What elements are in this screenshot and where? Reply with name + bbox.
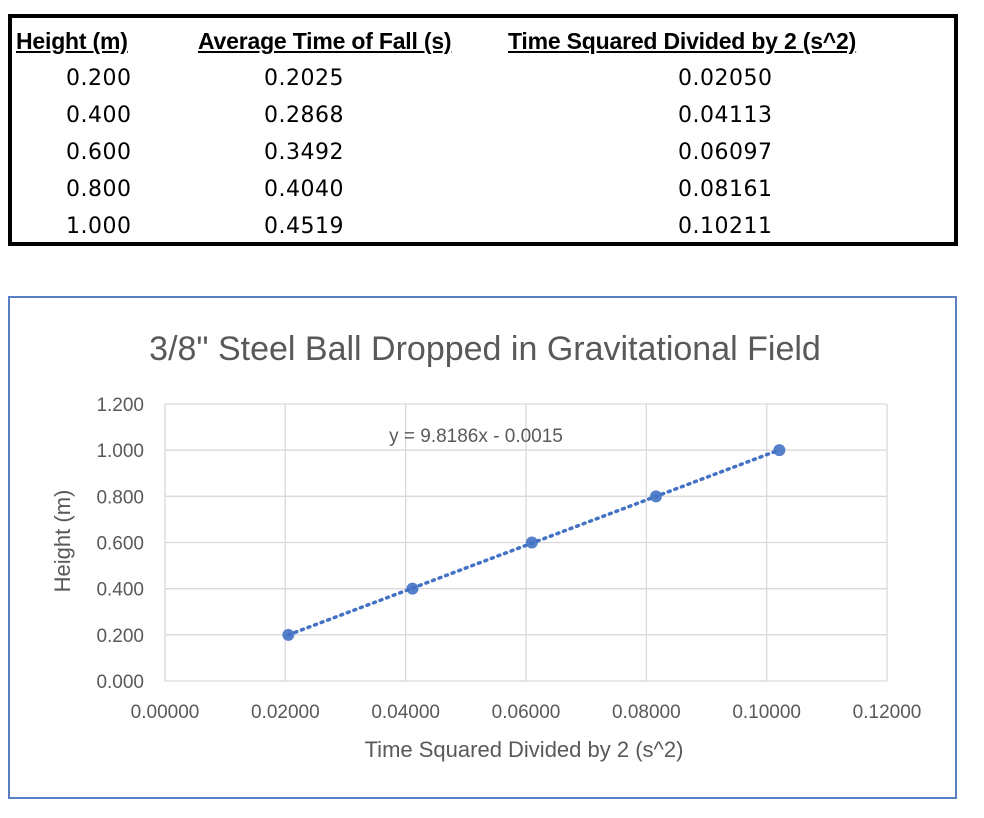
cell-avg-time: 0.4519 (264, 214, 344, 239)
y-axis-label: Height (m) (50, 490, 75, 593)
cell-height: 0.600 (66, 140, 132, 165)
data-point (406, 582, 419, 595)
cell-height: 0.400 (66, 103, 132, 128)
y-tick-label: 1.200 (96, 395, 144, 416)
x-tick-label: 0.06000 (492, 702, 561, 723)
y-tick-label: 0.000 (96, 672, 144, 693)
data-point (282, 628, 295, 641)
header-average-time: Average Time of Fall (s) (198, 28, 452, 54)
x-tick-label: 0.10000 (732, 702, 801, 723)
cell-height: 0.200 (66, 66, 132, 91)
cell-time-sq: 0.06097 (678, 140, 773, 165)
y-tick-label: 0.200 (96, 626, 144, 647)
x-axis-label: Time Squared Divided by 2 (s^2) (365, 737, 684, 762)
chart-frame: 0.000 0.200 0.400 0.600 0.800 1.000 1.200 0.000… (8, 296, 957, 799)
header-height: Height (m) (16, 28, 128, 54)
data-point (773, 444, 786, 457)
data-table: Height (m) Average Time of Fall (s) Time… (8, 14, 958, 246)
data-point (650, 490, 663, 503)
x-tick-label: 0.04000 (371, 702, 440, 723)
scatter-chart: 0.000 0.200 0.400 0.600 0.800 1.000 1.200 0.000… (50, 330, 922, 762)
cell-avg-time: 0.2868 (264, 103, 344, 128)
y-tick-label: 0.600 (96, 534, 144, 555)
cell-avg-time: 0.3492 (264, 140, 344, 165)
cell-time-sq: 0.08161 (678, 177, 773, 202)
trendline-equation: y = 9.8186x - 0.0015 (389, 426, 563, 447)
y-tick-label: 0.800 (96, 487, 144, 508)
y-tick-label: 0.400 (96, 580, 144, 601)
x-tick-label: 0.02000 (251, 702, 320, 723)
cell-time-sq: 0.04113 (678, 103, 773, 128)
header-time-squared: Time Squared Divided by 2 (s^2) (508, 28, 857, 54)
cell-time-sq: 0.02050 (678, 66, 773, 91)
x-tick-label: 0.12000 (853, 702, 922, 723)
data-point (525, 536, 538, 549)
cell-avg-time: 0.2025 (264, 66, 344, 91)
cell-time-sq: 0.10211 (678, 214, 773, 239)
x-tick-label: 0.00000 (131, 702, 200, 723)
cell-avg-time: 0.4040 (264, 177, 344, 202)
y-tick-label: 1.000 (96, 441, 144, 462)
cell-height: 0.800 (66, 177, 132, 202)
x-tick-label: 0.08000 (612, 702, 681, 723)
chart-title: 3/8" Steel Ball Dropped in Gravitational… (149, 330, 821, 368)
cell-height: 1.000 (66, 214, 132, 239)
